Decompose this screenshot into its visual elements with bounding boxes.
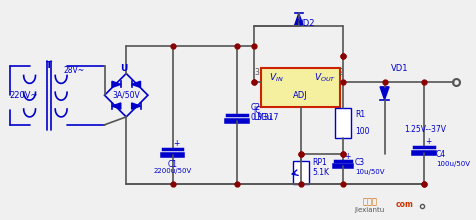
Text: VD1: VD1 (391, 64, 408, 73)
Text: C4: C4 (436, 150, 446, 159)
Text: ADJ: ADJ (293, 91, 308, 100)
Text: LM317: LM317 (253, 113, 279, 122)
Polygon shape (112, 103, 121, 109)
Polygon shape (132, 81, 140, 88)
Text: $V_{IN}$: $V_{IN}$ (269, 71, 283, 84)
Text: IC: IC (253, 106, 261, 114)
Text: +: + (173, 139, 180, 148)
Bar (293, 161, 308, 184)
Text: 5.1K: 5.1K (313, 168, 329, 177)
Text: C1: C1 (168, 160, 178, 169)
Text: 接线图: 接线图 (362, 197, 377, 206)
Text: C3: C3 (355, 158, 365, 167)
Polygon shape (295, 13, 303, 25)
Text: 3A/50V: 3A/50V (112, 91, 140, 100)
Text: 2: 2 (339, 68, 344, 77)
Text: RP1: RP1 (313, 158, 327, 167)
FancyBboxPatch shape (261, 68, 340, 107)
Bar (335, 108, 351, 138)
Text: 100: 100 (355, 127, 369, 136)
Text: 3: 3 (254, 68, 259, 77)
Text: U: U (120, 64, 128, 73)
Text: +: + (344, 152, 350, 161)
Text: 220V~: 220V~ (10, 91, 39, 100)
Polygon shape (380, 87, 389, 100)
Text: jiexiantu: jiexiantu (355, 207, 385, 213)
Text: R1: R1 (355, 110, 365, 119)
Text: T: T (46, 61, 52, 70)
Text: VD2: VD2 (298, 19, 316, 28)
Text: $V_{OUT}$: $V_{OUT}$ (314, 71, 337, 84)
Text: com: com (396, 200, 413, 209)
Text: 100u/50V: 100u/50V (436, 161, 470, 167)
Text: 10u/50V: 10u/50V (355, 169, 385, 175)
Text: 28V~: 28V~ (63, 66, 85, 75)
Text: 0.33u: 0.33u (250, 113, 272, 122)
Text: +: + (425, 137, 431, 146)
Polygon shape (132, 103, 140, 109)
Text: 2200u/50V: 2200u/50V (153, 168, 192, 174)
Polygon shape (112, 81, 121, 88)
Text: 1.25V--37V: 1.25V--37V (404, 125, 446, 134)
Text: C2: C2 (250, 103, 260, 112)
